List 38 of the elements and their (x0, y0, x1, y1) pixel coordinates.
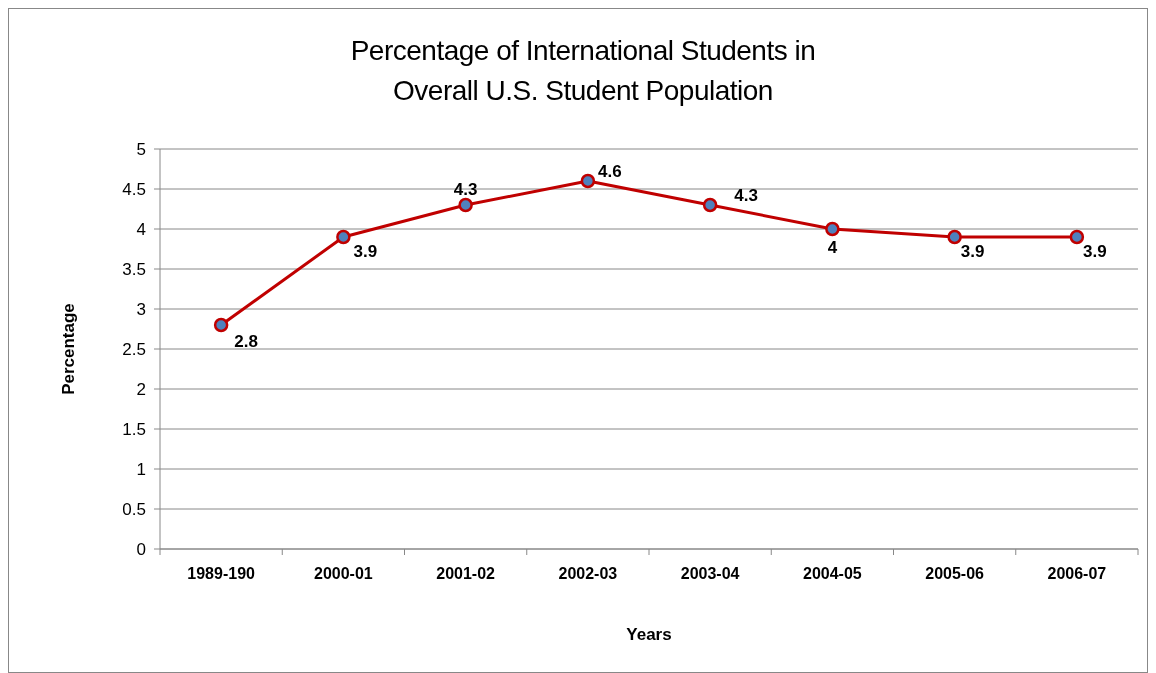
data-label: 4.6 (598, 161, 622, 181)
y-tick-label: 5 (136, 139, 146, 159)
point (1069, 229, 1085, 245)
point (825, 221, 840, 237)
x-axis-title: Years (626, 625, 672, 644)
data-label: 3.9 (353, 241, 378, 261)
x-tick-label: 2003-04 (680, 565, 740, 582)
data-label: 4.3 (453, 179, 478, 199)
data-label: 4.3 (734, 185, 758, 205)
y-tick-label: 3 (136, 299, 146, 319)
x-tick-label: 2004-05 (803, 565, 862, 582)
x-tick-label: 2001-02 (436, 565, 496, 582)
y-tick-label: 3.5 (122, 259, 146, 279)
y-tick-label: 4.5 (122, 179, 146, 199)
y-tick-label: 2 (136, 379, 146, 399)
x-tick-label: 2005-06 (925, 565, 985, 582)
point (947, 229, 962, 245)
data-label: 2.8 (234, 331, 258, 351)
data-label: 3.9 (1083, 241, 1107, 261)
y-tick-label: 1.5 (122, 419, 146, 439)
y-tick-label: 1 (136, 459, 146, 479)
point (213, 317, 229, 333)
data-label: 4 (827, 237, 838, 257)
chart-title: Percentage of International Students in Overall U.S. Student Population (350, 35, 816, 106)
point (458, 197, 473, 213)
point (580, 173, 596, 189)
x-tick-label: 1989-190 (187, 565, 256, 582)
y-tick-label: 2.5 (122, 339, 146, 359)
y-tick-label: 4 (136, 219, 146, 239)
point (702, 197, 718, 213)
y-tick-label: 0.5 (122, 499, 146, 519)
data-label: 3.9 (960, 241, 985, 261)
point (336, 229, 351, 245)
y-axis-title: Percentage (59, 303, 78, 395)
y-tick-label: 0 (136, 539, 146, 559)
x-tick-label: 2006-07 (1047, 565, 1107, 582)
x-tick-label: 2002-03 (558, 565, 618, 582)
x-tick-label: 2000-01 (314, 565, 373, 582)
